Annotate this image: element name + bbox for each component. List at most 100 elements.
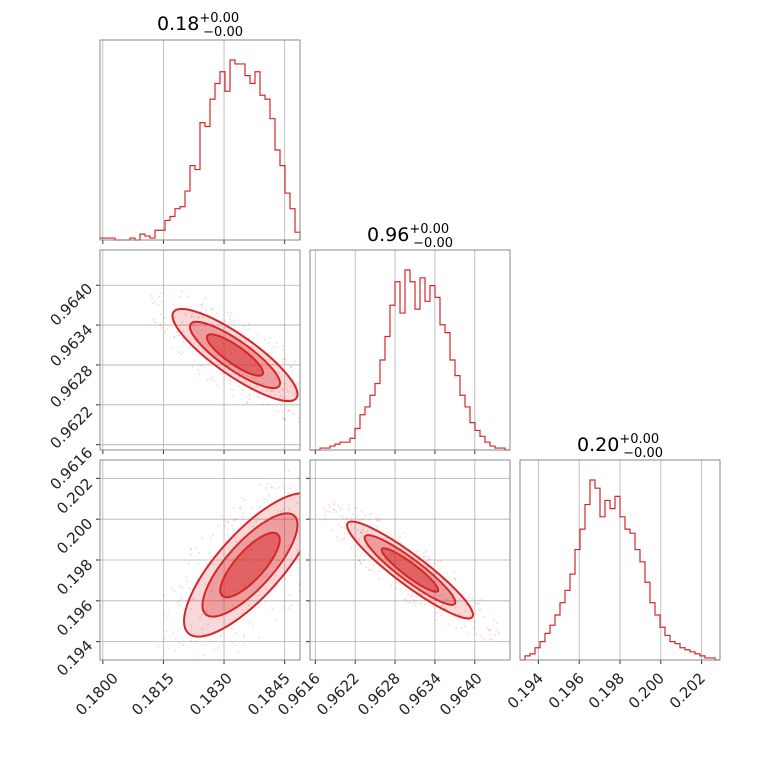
scatter-point bbox=[286, 390, 289, 393]
scatter-point bbox=[468, 597, 470, 599]
scatter-point bbox=[329, 547, 331, 549]
x-tick-label: 0.9622 bbox=[313, 669, 363, 719]
scatter-point bbox=[365, 514, 367, 517]
scatter-point bbox=[228, 541, 230, 544]
scatter-point bbox=[248, 351, 250, 353]
scatter-point bbox=[372, 564, 375, 567]
scatter-point bbox=[340, 538, 343, 541]
scatter-point bbox=[191, 598, 193, 601]
scatter-point bbox=[193, 327, 195, 330]
scatter-point bbox=[361, 532, 364, 535]
scatter-point bbox=[283, 396, 286, 399]
scatter-point bbox=[343, 537, 345, 540]
scatter-point bbox=[250, 619, 253, 622]
scatter-point bbox=[265, 487, 267, 489]
scatter-point bbox=[400, 542, 402, 544]
scatter-point bbox=[154, 301, 156, 303]
scatter-point bbox=[360, 531, 362, 534]
scatter-point bbox=[244, 499, 246, 501]
scatter-point bbox=[483, 616, 486, 618]
scatter-point bbox=[376, 519, 379, 522]
scatter-point bbox=[278, 486, 280, 489]
scatter-point bbox=[473, 621, 476, 623]
scatter-point bbox=[173, 303, 175, 306]
scatter-point bbox=[425, 570, 427, 572]
scatter-point bbox=[263, 502, 265, 504]
scatter-point bbox=[217, 386, 220, 388]
scatter-point bbox=[345, 517, 348, 520]
scatter-point bbox=[221, 643, 223, 646]
scatter-point bbox=[350, 518, 353, 520]
scatter-point bbox=[202, 316, 204, 318]
contour-param0-vs-param1 bbox=[96, 249, 313, 454]
scatter-point bbox=[427, 556, 430, 559]
scatter-point bbox=[270, 485, 272, 488]
scatter-point bbox=[449, 587, 452, 590]
scatter-point bbox=[382, 565, 385, 568]
scatter-point bbox=[251, 507, 253, 510]
scatter-point bbox=[153, 321, 156, 324]
scatter-point bbox=[328, 511, 331, 513]
scatter-point bbox=[177, 351, 180, 353]
scatter-point bbox=[167, 299, 169, 302]
scatter-point bbox=[347, 508, 350, 510]
scatter-point bbox=[227, 521, 230, 524]
scatter-point bbox=[352, 513, 354, 516]
scatter-point bbox=[198, 316, 200, 319]
scatter-point bbox=[208, 362, 211, 364]
scatter-point bbox=[207, 343, 210, 345]
scatter-point bbox=[454, 615, 456, 618]
scatter-point bbox=[234, 540, 237, 543]
scatter-point bbox=[475, 603, 478, 605]
scatter-point bbox=[238, 375, 241, 378]
scatter-point bbox=[357, 548, 360, 551]
scatter-point bbox=[323, 513, 326, 516]
scatter-point bbox=[282, 508, 285, 511]
scatter-point bbox=[394, 581, 397, 584]
scatter-point bbox=[257, 511, 260, 513]
scatter-point bbox=[488, 629, 491, 631]
scatter-point bbox=[311, 387, 313, 389]
scatter-point bbox=[225, 540, 227, 542]
scatter-point bbox=[308, 563, 310, 565]
scatter-point bbox=[350, 523, 353, 526]
scatter-point bbox=[286, 398, 289, 401]
scatter-point bbox=[243, 381, 246, 383]
scatter-point bbox=[297, 530, 300, 533]
scatter-point bbox=[174, 649, 176, 652]
scatter-point bbox=[174, 308, 177, 310]
contour-param1-vs-param2 bbox=[306, 459, 511, 664]
scatter-point bbox=[285, 545, 287, 548]
scatter-point bbox=[365, 566, 367, 569]
scatter-point bbox=[278, 559, 280, 562]
scatter-point bbox=[358, 559, 361, 562]
scatter-point bbox=[438, 595, 440, 598]
svg-text:0.96+0.00−0.00: 0.96+0.00 −0.00 bbox=[367, 222, 453, 251]
scatter-point bbox=[276, 370, 278, 373]
scatter-point bbox=[441, 604, 444, 606]
scatter-point bbox=[300, 396, 302, 398]
scatter-point bbox=[440, 605, 443, 608]
scatter-point bbox=[180, 597, 183, 600]
scatter-point bbox=[232, 507, 235, 510]
scatter-point bbox=[252, 525, 255, 528]
scatter-point bbox=[419, 555, 422, 557]
scatter-point bbox=[232, 394, 235, 397]
y-tick-label: 0.194 bbox=[53, 637, 96, 680]
scatter-point bbox=[486, 626, 489, 629]
scatter-point bbox=[356, 555, 358, 557]
scatter-point bbox=[353, 527, 355, 530]
scatter-point bbox=[266, 483, 269, 485]
scatter-point bbox=[408, 548, 411, 551]
scatter-point bbox=[279, 510, 282, 513]
contour-level-3 bbox=[380, 547, 440, 593]
scatter-point bbox=[356, 514, 359, 517]
scatter-point bbox=[261, 382, 263, 385]
y-tick-label: 0.198 bbox=[53, 556, 96, 599]
scatter-point bbox=[198, 616, 201, 619]
scatter-point bbox=[288, 594, 291, 596]
scatter-point bbox=[301, 502, 303, 504]
scatter-point bbox=[331, 476, 333, 478]
scatter-point bbox=[272, 487, 274, 489]
scatter-point bbox=[283, 550, 286, 553]
